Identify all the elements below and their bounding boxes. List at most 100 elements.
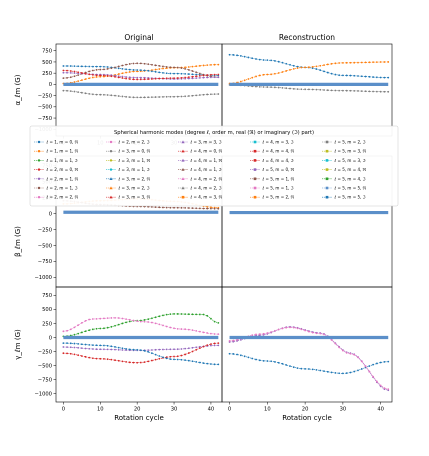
series-point-orange: [136, 70, 139, 73]
series-point-gray: [319, 88, 322, 91]
panel-frame: [55, 286, 223, 403]
series-point-blue: [154, 70, 157, 73]
legend-marker-circle: [109, 159, 113, 162]
series-point-red: [143, 78, 146, 81]
series-point-pink: [110, 317, 113, 319]
series-point-purple: [195, 77, 198, 80]
series-point-orange: [187, 66, 190, 68]
series-point-blue: [191, 360, 194, 363]
series-point-gray: [184, 95, 187, 98]
series-point-brown: [66, 76, 68, 79]
series-point-purple: [69, 346, 72, 349]
series-point-orange: [202, 64, 205, 67]
series-point-pink: [95, 317, 98, 320]
series-point-brown: [110, 67, 113, 70]
series-point-green: [99, 327, 102, 330]
series-point-orange: [285, 70, 288, 72]
legend-marker-circle: [37, 150, 41, 153]
series-point-red: [114, 359, 116, 362]
series-point-purple: [69, 72, 72, 74]
series-point-gray: [307, 88, 310, 91]
series-point-purple: [114, 348, 116, 351]
series-point-blue: [353, 74, 356, 77]
series-point-green: [95, 327, 98, 330]
series-point-blue: [262, 359, 265, 362]
series-point-blue: [338, 372, 341, 375]
series-point-pink: [368, 370, 371, 373]
series-point-blue: [143, 69, 146, 72]
series-point-orange: [80, 79, 83, 82]
series-point-orange: [239, 80, 242, 83]
series-point-orange: [334, 62, 337, 65]
series-point-gray: [311, 88, 314, 91]
series-point-green: [128, 320, 131, 323]
x-tick-label: 10: [97, 407, 104, 413]
series-point-blue: [345, 74, 348, 77]
series-point-brown: [128, 63, 131, 65]
series-point-blue: [341, 372, 344, 375]
series-point-red: [151, 359, 153, 362]
series-point-blue: [187, 73, 190, 75]
series-point-orange: [277, 72, 280, 74]
series-point-purple: [195, 346, 198, 349]
series-point-green: [176, 313, 179, 315]
series-point-orange: [307, 66, 310, 69]
series-point-red: [106, 358, 109, 361]
series-point-orange: [117, 73, 120, 75]
series-point-green: [191, 313, 194, 316]
series-point-orange: [158, 68, 161, 70]
series-point-gray: [357, 90, 359, 92]
series-point-orange: [84, 78, 87, 81]
series-point-blue: [165, 72, 168, 75]
legend-marker-square: [325, 159, 329, 162]
series-point-blue: [330, 72, 333, 75]
series-point-pink: [334, 342, 337, 345]
series-point-orange: [206, 64, 209, 67]
series-point-brown: [106, 68, 109, 70]
series-point-orange: [198, 64, 201, 67]
series-point-brown: [117, 65, 120, 68]
series-point-blue: [117, 67, 120, 70]
series-point-green: [103, 327, 105, 330]
series-point-red: [117, 76, 120, 79]
legend-entry: ℓ = 3, m = 2, ℜ: [118, 176, 151, 181]
series-point-blue: [239, 55, 242, 57]
series-point-blue: [80, 343, 83, 346]
series-point-pink: [106, 317, 109, 320]
series-point-blue: [296, 65, 299, 68]
series-point-orange: [311, 65, 314, 68]
series-point-purple: [213, 344, 216, 347]
series-point-red: [132, 361, 135, 364]
legend-marker-square: [253, 140, 257, 144]
series-point-gray: [323, 89, 325, 91]
series-point-red: [162, 77, 164, 80]
series-point-brown: [154, 64, 157, 67]
series-point-orange: [262, 73, 265, 76]
series-point-orange: [258, 74, 261, 77]
series-point-blue: [80, 65, 83, 68]
series-point-purple: [103, 348, 105, 351]
series-point-orange: [128, 71, 131, 73]
legend-entry: ℓ = 3, m = 3, ℜ: [118, 195, 151, 200]
legend-marker-square: [253, 186, 257, 190]
series-point-brown: [132, 62, 135, 65]
y-tick-label: 250: [42, 321, 52, 327]
series-point-orange: [210, 63, 212, 66]
series-point-brown: [198, 207, 201, 210]
series-point-green: [180, 313, 183, 315]
series-point-gray: [383, 90, 386, 93]
series-point-red: [121, 360, 124, 363]
series-point-blue: [103, 344, 105, 347]
series-point-pink: [165, 325, 168, 328]
series-point-orange: [195, 65, 198, 68]
series-point-red: [88, 356, 91, 359]
x-tick-label: 10: [264, 407, 271, 413]
y-axis-label-beta: β_ℓm (G): [14, 226, 22, 257]
legend-box: [29, 125, 399, 207]
legend-marker-square: [325, 168, 329, 171]
series-point-blue: [169, 358, 172, 360]
series-point-blue: [139, 69, 142, 72]
series-point-gray: [292, 87, 295, 90]
series-point-brown: [69, 76, 72, 79]
